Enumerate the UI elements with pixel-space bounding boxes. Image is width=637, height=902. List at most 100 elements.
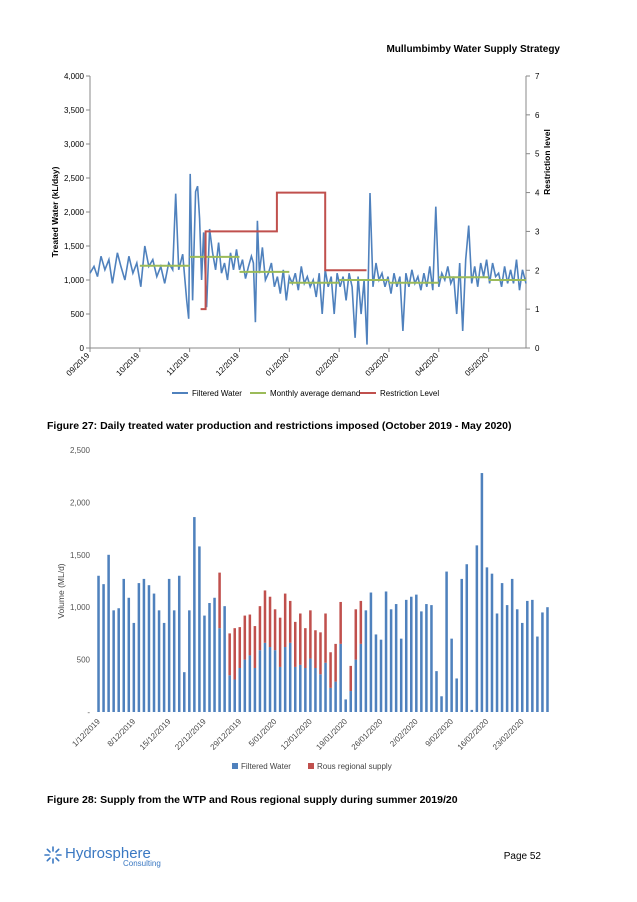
- y-tick-label: 1,500: [70, 551, 91, 560]
- bar-filtered-water: [117, 608, 120, 712]
- x-tick-label: 16/02/2020: [456, 717, 491, 752]
- x-tick-label: 09/2019: [65, 351, 92, 378]
- y2-tick-label: 4: [535, 189, 540, 198]
- x-tick-label: 12/01/2020: [279, 717, 314, 752]
- filtered-water-line: [89, 173, 527, 345]
- x-tick-label: 11/2019: [165, 351, 192, 378]
- y-tick-label: -: [87, 708, 90, 717]
- bar-rous-supply: [278, 617, 282, 667]
- y2-tick-label: 5: [535, 150, 540, 159]
- bar-filtered-water: [278, 666, 282, 712]
- x-tick-label: 5/01/2020: [247, 717, 279, 749]
- bar-filtered-water: [97, 575, 100, 712]
- bar-filtered-water: [127, 597, 131, 712]
- bar-rous-supply: [359, 600, 363, 644]
- bar-rous-supply: [319, 632, 322, 675]
- bar-filtered-water: [450, 638, 453, 712]
- y-tick-label: 1,000: [70, 603, 91, 612]
- bar-filtered-water: [334, 681, 337, 712]
- bar-rous-supply: [334, 643, 337, 682]
- bar-filtered-water: [198, 546, 201, 712]
- bar-filtered-water: [102, 584, 105, 712]
- bar-filtered-water: [420, 611, 423, 712]
- x-tick-label: 02/2020: [314, 351, 341, 378]
- bar-filtered-water: [520, 622, 524, 712]
- x-tick-label: 22/12/2019: [173, 717, 208, 752]
- x-tick-label: 15/12/2019: [138, 717, 173, 752]
- bar-filtered-water: [364, 610, 368, 712]
- y2-tick-label: 6: [535, 111, 540, 120]
- bar-filtered-water: [394, 604, 398, 712]
- bar-filtered-water: [142, 578, 146, 712]
- bar-filtered-water: [455, 678, 458, 712]
- y-tick-label: 1,000: [64, 276, 85, 285]
- bar-filtered-water: [465, 564, 469, 712]
- bar-filtered-water: [460, 578, 463, 712]
- x-tick-label: 23/02/2020: [491, 717, 526, 752]
- y2-tick-label: 3: [535, 227, 540, 236]
- bar-filtered-water: [384, 591, 388, 712]
- bar-filtered-water: [526, 600, 529, 712]
- bar-rous-supply: [218, 572, 221, 629]
- bar-filtered-water: [541, 612, 544, 712]
- bar-rous-supply: [293, 621, 297, 667]
- x-tick-label: 9/02/2020: [424, 717, 456, 749]
- bar-filtered-water: [112, 610, 115, 712]
- bar-rous-supply: [309, 610, 312, 659]
- bar-filtered-water: [203, 615, 206, 712]
- y-tick-label: 3,000: [64, 140, 85, 149]
- bar-filtered-water: [425, 604, 428, 712]
- x-tick-label: 03/2020: [364, 351, 391, 378]
- y-axis-title: Treated Water (kL/day): [50, 166, 60, 257]
- bar-rous-supply: [304, 628, 307, 668]
- bar-rous-supply: [299, 613, 302, 665]
- bar-rous-supply: [243, 615, 247, 660]
- bar-filtered-water: [167, 578, 171, 712]
- bar-filtered-water: [248, 655, 252, 712]
- bar-filtered-water: [440, 696, 443, 712]
- bar-filtered-water: [177, 575, 181, 712]
- bar-filtered-water: [162, 622, 166, 712]
- bar-filtered-water: [510, 578, 514, 712]
- bar-filtered-water: [404, 599, 408, 712]
- bar-rous-supply: [324, 613, 327, 663]
- x-tick-label: 8/12/2019: [106, 717, 138, 749]
- bar-filtered-water: [304, 667, 307, 712]
- bar-filtered-water: [480, 473, 484, 712]
- bar-filtered-water: [536, 636, 539, 712]
- bar-filtered-water: [495, 613, 499, 712]
- bar-filtered-water: [183, 672, 186, 712]
- y2-tick-label: 7: [535, 72, 540, 81]
- bar-rous-supply: [268, 596, 272, 648]
- bar-filtered-water: [238, 667, 242, 712]
- bar-filtered-water: [132, 622, 136, 712]
- bar-filtered-water: [288, 642, 292, 712]
- bar-filtered-water: [515, 609, 519, 712]
- bar-filtered-water: [410, 596, 413, 712]
- bar-rous-supply: [283, 593, 287, 648]
- y-axis-title: Volume (ML/d): [56, 563, 66, 618]
- bar-filtered-water: [415, 594, 418, 712]
- bar-filtered-water: [344, 699, 347, 712]
- bar-filtered-water: [505, 605, 509, 712]
- bar-filtered-water: [369, 592, 373, 712]
- bar-filtered-water: [490, 573, 494, 712]
- bar-filtered-water: [253, 667, 257, 712]
- bar-filtered-water: [208, 603, 211, 712]
- figure-27-caption: Figure 27: Daily treated water productio…: [47, 420, 512, 432]
- legend-swatch: [308, 763, 314, 769]
- bar-filtered-water: [485, 567, 489, 712]
- bar-filtered-water: [500, 583, 504, 712]
- y-tick-label: 0: [80, 344, 85, 353]
- document-header: Mullumbimby Water Supply Strategy: [386, 44, 560, 55]
- bar-filtered-water: [228, 675, 231, 712]
- x-tick-label: 05/2020: [463, 351, 490, 378]
- bar-rous-supply: [248, 614, 252, 656]
- bar-filtered-water: [359, 643, 363, 712]
- legend-label: Monthly average demand: [270, 389, 360, 398]
- bar-rous-supply: [263, 590, 267, 643]
- bar-filtered-water: [233, 679, 236, 712]
- bar-filtered-water: [283, 647, 287, 712]
- bar-filtered-water: [309, 658, 312, 712]
- bar-filtered-water: [470, 709, 474, 712]
